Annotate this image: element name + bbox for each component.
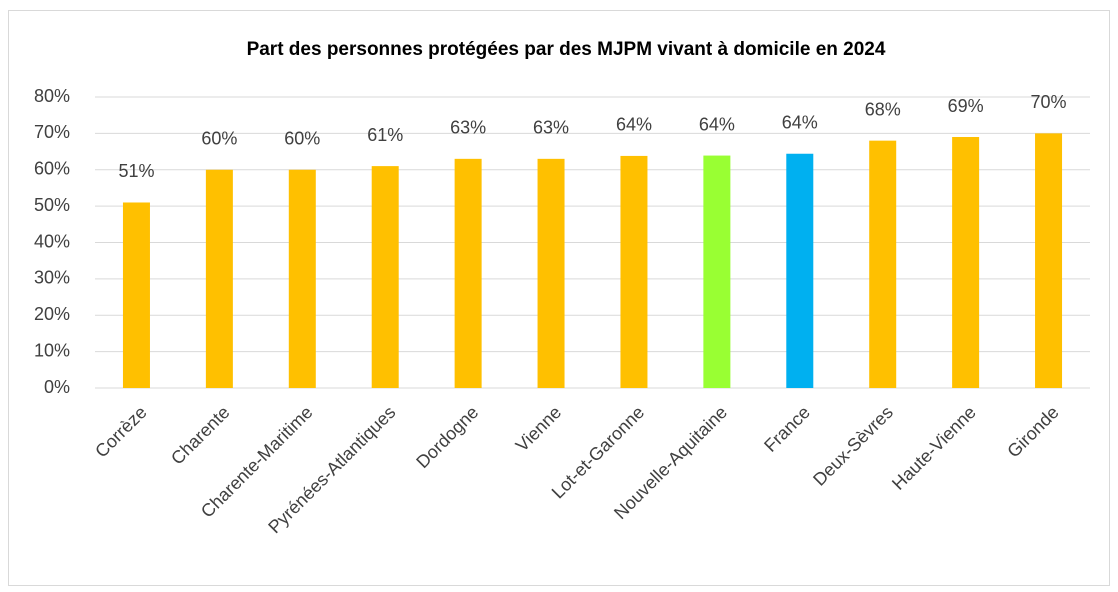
- bar: [786, 153, 814, 388]
- data-label: 64%: [616, 115, 652, 135]
- bar: [288, 169, 316, 388]
- data-label: 63%: [533, 118, 569, 138]
- chart-title: Part des personnes protégées par des MJP…: [247, 39, 886, 60]
- data-label: 51%: [118, 161, 154, 181]
- bar: [205, 169, 233, 388]
- bar: [703, 155, 731, 388]
- data-label: 70%: [1031, 92, 1067, 112]
- bar: [869, 140, 897, 388]
- data-label: 68%: [865, 99, 901, 119]
- y-tick-label: 40%: [34, 231, 70, 251]
- bar: [122, 202, 150, 388]
- y-tick-label: 20%: [34, 304, 70, 324]
- bar: [371, 166, 399, 388]
- data-label: 60%: [284, 129, 320, 149]
- y-tick-label: 60%: [34, 159, 70, 179]
- data-label: 63%: [450, 118, 486, 138]
- y-tick-label: 80%: [34, 86, 70, 106]
- data-label: 64%: [782, 112, 818, 132]
- data-label: 64%: [699, 114, 735, 134]
- data-label: 61%: [367, 125, 403, 145]
- bar: [454, 158, 482, 388]
- bar: [952, 137, 980, 388]
- y-tick-label: 10%: [34, 340, 70, 360]
- y-tick-label: 30%: [34, 268, 70, 288]
- bar: [1035, 133, 1063, 388]
- y-tick-label: 50%: [34, 195, 70, 215]
- y-tick-label: 70%: [34, 122, 70, 142]
- bar: [537, 158, 565, 388]
- bar: [620, 155, 648, 388]
- data-label: 60%: [201, 129, 237, 149]
- data-label: 69%: [948, 96, 984, 116]
- y-tick-label: 0%: [44, 377, 70, 397]
